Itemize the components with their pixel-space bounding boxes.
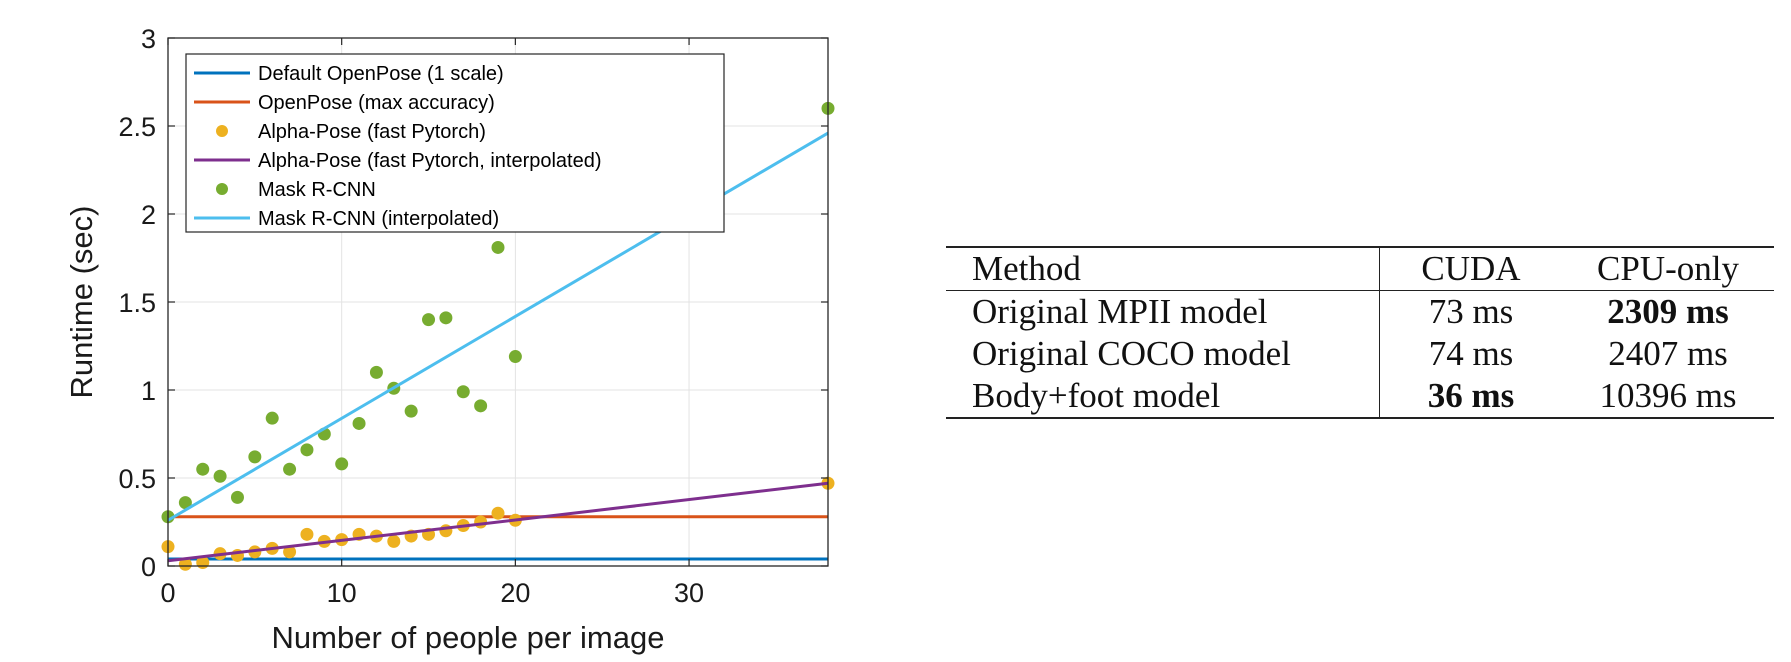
x-tick-label: 30: [674, 578, 704, 608]
header-cpu-only: CPU-only: [1562, 247, 1774, 291]
cell-cuda: 74 ms: [1379, 333, 1562, 375]
data-point-mask-r-cnn: [352, 416, 366, 430]
table-header-row: Method CUDA CPU-only: [946, 247, 1774, 291]
data-point-alpha-pose-fast-pytorch: [300, 527, 314, 541]
y-axis-title: Runtime (sec): [64, 206, 99, 399]
y-tick-label: 0.5: [118, 464, 156, 494]
table-row: Original MPII model 73 ms 2309 ms: [946, 290, 1774, 333]
axis-ticks: 0 10 20 30 0 0.5 1 1.5 2 2.5 3: [118, 24, 828, 608]
cell-method: Original MPII model: [972, 292, 1268, 331]
legend-label: Mask R-CNN (interpolated): [258, 208, 499, 230]
runtime-table: Method CUDA CPU-only Original MPII model…: [946, 246, 1774, 419]
cell-method: Original COCO model: [972, 334, 1291, 373]
legend-label: OpenPose (max accuracy): [258, 92, 495, 114]
series-line-alpha-pose-fast-pytorch-interpolated: [167, 481, 829, 563]
data-point-mask-r-cnn: [508, 350, 522, 364]
y-tick-label: 2: [141, 200, 156, 230]
x-tick-label: 0: [160, 578, 175, 608]
data-point-mask-r-cnn: [283, 462, 297, 476]
data-point-mask-r-cnn: [248, 450, 262, 464]
legend-label: Alpha-Pose (fast Pytorch): [258, 121, 486, 143]
table-row: Body+foot model 36 ms 10396 ms: [946, 375, 1774, 418]
y-tick-label: 1.5: [118, 288, 156, 318]
data-point-alpha-pose-fast-pytorch: [491, 506, 505, 520]
legend-label: Mask R-CNN: [258, 179, 376, 201]
data-point-mask-r-cnn: [178, 496, 192, 510]
data-point-mask-r-cnn: [456, 385, 470, 399]
data-point-mask-r-cnn: [265, 411, 279, 425]
data-point-alpha-pose-fast-pytorch: [387, 534, 401, 548]
cell-method: Body+foot model: [972, 376, 1221, 415]
data-point-alpha-pose-fast-pytorch: [178, 557, 192, 571]
data-point-mask-r-cnn: [196, 462, 210, 476]
legend-label: Alpha-Pose (fast Pytorch, interpolated): [258, 150, 602, 172]
data-point-alpha-pose-fast-pytorch: [283, 545, 297, 559]
header-method: Method: [946, 247, 1380, 291]
data-point-mask-r-cnn: [300, 443, 314, 457]
data-point-mask-r-cnn: [439, 311, 453, 325]
legend-swatch-alpha-pose-fast-pytorch: [216, 125, 228, 137]
data-point-mask-r-cnn: [230, 490, 244, 504]
data-point-mask-r-cnn: [213, 469, 227, 483]
data-point-mask-r-cnn: [335, 457, 349, 471]
legend: Default OpenPose (1 scale) OpenPose (max …: [185, 53, 725, 233]
cell-cuda: 36 ms: [1379, 375, 1562, 418]
data-point-mask-r-cnn: [422, 313, 436, 327]
y-tick-label: 2.5: [118, 112, 156, 142]
cell-cpu-only: 2309 ms: [1607, 292, 1729, 331]
data-point-mask-r-cnn: [369, 365, 383, 379]
data-point-mask-r-cnn: [474, 399, 488, 413]
y-tick-label: 1: [141, 376, 156, 406]
x-tick-label: 20: [500, 578, 530, 608]
runtime-chart: 0 10 20 30 0 0.5 1 1.5 2 2.5 3 Default OpenPose (1…: [64, 24, 835, 655]
table-row: Original COCO model 74 ms 2407 ms: [946, 333, 1774, 375]
legend-swatch-mask-r-cnn: [216, 183, 228, 195]
legend-box: [185, 53, 725, 233]
x-tick-label: 10: [327, 578, 357, 608]
cell-cpu-only: 10396 ms: [1599, 376, 1737, 415]
header-cuda: CUDA: [1379, 247, 1562, 291]
cell-cuda: 73 ms: [1379, 290, 1562, 333]
y-tick-label: 0: [141, 552, 156, 582]
x-axis-title: Number of people per image: [272, 620, 665, 655]
data-point-mask-r-cnn: [491, 240, 505, 254]
legend-label: Default OpenPose (1 scale): [258, 63, 504, 85]
y-tick-label: 3: [141, 24, 156, 54]
data-point-mask-r-cnn: [404, 404, 418, 418]
cell-cpu-only: 2407 ms: [1608, 334, 1728, 373]
